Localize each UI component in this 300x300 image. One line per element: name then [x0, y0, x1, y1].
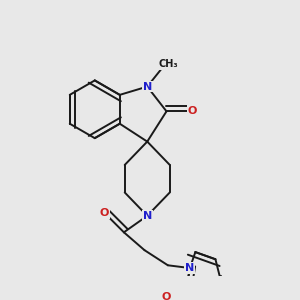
- Text: O: O: [100, 208, 109, 218]
- Text: O: O: [188, 106, 197, 116]
- Text: O: O: [162, 292, 171, 300]
- Text: N: N: [185, 263, 194, 273]
- Text: N: N: [142, 211, 152, 221]
- Text: N: N: [142, 82, 152, 92]
- Text: CH₃: CH₃: [158, 59, 178, 69]
